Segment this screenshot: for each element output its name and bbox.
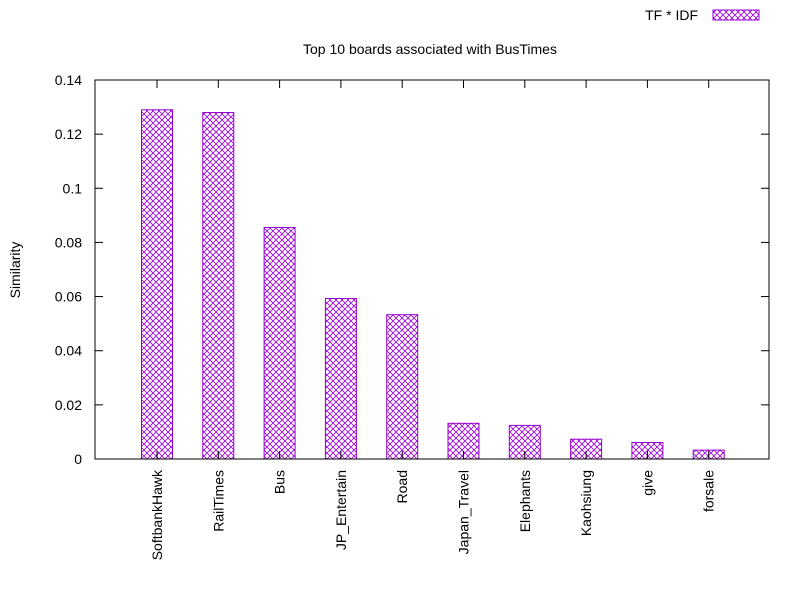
y-tick-label: 0.04 bbox=[55, 343, 82, 359]
y-tick-label: 0.08 bbox=[55, 234, 82, 250]
x-tick-label: forsale bbox=[701, 470, 717, 512]
y-tick-label: 0.02 bbox=[55, 397, 82, 413]
legend: TF * IDF bbox=[645, 7, 760, 23]
x-axis: SoftbankHawk RailTimes Bus JP_Entertain Road… bbox=[149, 80, 717, 560]
y-axis-label: Similarity bbox=[7, 242, 23, 299]
legend-label: TF * IDF bbox=[645, 7, 698, 23]
legend-swatch bbox=[712, 9, 760, 21]
x-tick-label: JP_Entertain bbox=[333, 470, 349, 550]
bars bbox=[141, 109, 725, 460]
bar bbox=[386, 314, 419, 460]
y-tick-label: 0.1 bbox=[63, 180, 83, 196]
bar bbox=[324, 298, 357, 460]
x-tick-label: Elephants bbox=[517, 470, 533, 532]
x-tick-label: SoftbankHawk bbox=[149, 469, 165, 560]
x-tick-label: RailTimes bbox=[210, 470, 226, 532]
y-tick-label: 0.14 bbox=[55, 72, 82, 88]
x-tick-label: Kaohsiung bbox=[578, 470, 594, 536]
plot-frame bbox=[94, 79, 770, 460]
chart-title: Top 10 boards associated with BusTimes bbox=[303, 41, 557, 57]
x-tick-label: Bus bbox=[272, 470, 288, 494]
y-tick-label: 0 bbox=[74, 451, 82, 467]
bar bbox=[141, 109, 173, 460]
y-tick-label: 0.12 bbox=[55, 126, 82, 142]
x-tick-label: Road bbox=[394, 470, 410, 503]
bar bbox=[263, 227, 296, 460]
y-tick-label: 0.06 bbox=[55, 289, 82, 305]
bar bbox=[202, 112, 235, 460]
x-tick-label: give bbox=[639, 470, 655, 496]
y-axis: 0 0.02 0.04 0.06 0.08 0.1 0.12 0.14 bbox=[55, 72, 769, 467]
x-tick-label: Japan_Travel bbox=[456, 470, 472, 554]
